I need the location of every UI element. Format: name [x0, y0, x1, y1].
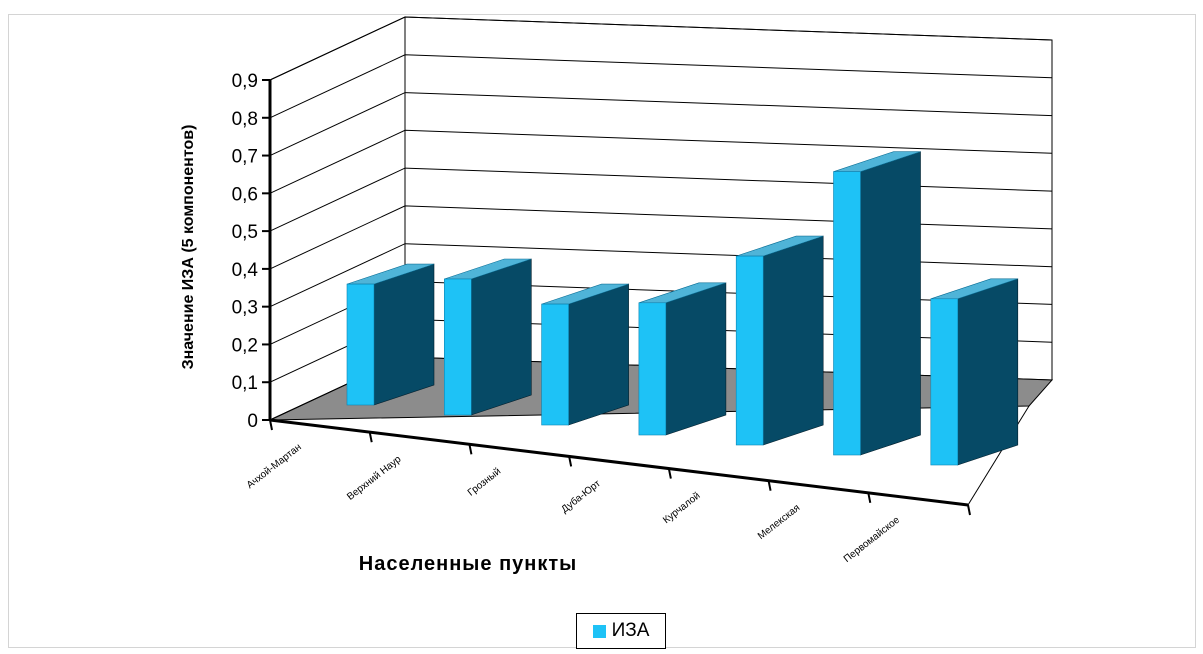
y-tick-label: 0,3 — [232, 298, 258, 319]
y-tick-labels: 0 0,1 0,2 0,3 0,4 0,5 0,6 0,7 0,8 0,9 — [232, 71, 259, 432]
x-category-label: Ачхой-Мартан — [245, 442, 304, 491]
bar-side — [957, 278, 1019, 466]
x-category-label: Верхний Наур — [345, 454, 404, 503]
bar — [638, 302, 667, 436]
x-tick — [269, 419, 273, 431]
y-axis-title: Значение ИЗА (5 компонентов) — [180, 125, 197, 370]
bar-group — [346, 263, 435, 406]
y-tick-label: 0,5 — [232, 222, 258, 243]
y-tick-label: 0,2 — [232, 335, 258, 356]
y-tick-label: 0,7 — [232, 147, 258, 168]
bar — [443, 278, 472, 416]
gridline — [269, 129, 1053, 194]
bar — [735, 255, 764, 446]
x-tick — [368, 431, 373, 443]
bar — [541, 303, 569, 426]
x-tick — [468, 444, 473, 455]
bar-side — [762, 235, 824, 446]
bar-group — [443, 258, 532, 416]
legend-label: ИЗА — [611, 620, 650, 641]
x-category-label: Грозный — [466, 466, 503, 499]
bar — [346, 283, 375, 406]
x-category-labels: Ачхой-Мартан Верхний Наур Грозный Дуба-Юрт К… — [245, 442, 903, 565]
bar — [930, 298, 959, 466]
bar-side — [470, 258, 532, 416]
bar-group — [638, 282, 727, 436]
x-category-label: Первомайское — [842, 514, 902, 565]
x-axis-title: Населенные пункты — [359, 553, 577, 575]
bar-side — [665, 282, 727, 436]
gridline — [269, 92, 1053, 157]
x-tick — [667, 468, 672, 479]
bar-group — [930, 278, 1019, 466]
floor-right-edge — [967, 405, 1030, 506]
y-tick-label: 0,8 — [232, 109, 258, 130]
y-tick-label: 0,4 — [232, 260, 259, 281]
x-tick — [568, 456, 573, 467]
bar — [833, 171, 861, 456]
x-category-label: Дуба-Юрт — [559, 477, 603, 515]
y-tick-label: 0,1 — [232, 373, 258, 394]
legend: ИЗА — [576, 613, 666, 649]
y-tick-label: 0,6 — [232, 184, 258, 205]
x-category-label: Курчалой — [661, 490, 702, 526]
x-axis-line — [269, 418, 969, 507]
chart-bars — [346, 151, 1019, 466]
chart-axes — [262, 79, 1030, 516]
x-tick — [767, 480, 772, 491]
bar-group — [735, 235, 824, 446]
bar-group — [833, 151, 921, 456]
legend-swatch — [592, 624, 606, 638]
x-tick — [967, 504, 971, 516]
bar-side — [860, 151, 921, 456]
gridline — [269, 16, 1053, 81]
bar-group — [541, 283, 629, 426]
bar-side — [568, 283, 629, 426]
x-category-label: Мелекская — [756, 502, 802, 542]
y-tick-label: 0,9 — [232, 71, 258, 92]
gridline — [269, 54, 1053, 119]
y-tick-label: 0 — [247, 411, 258, 432]
bar-side — [373, 263, 435, 406]
x-tick — [867, 492, 872, 504]
